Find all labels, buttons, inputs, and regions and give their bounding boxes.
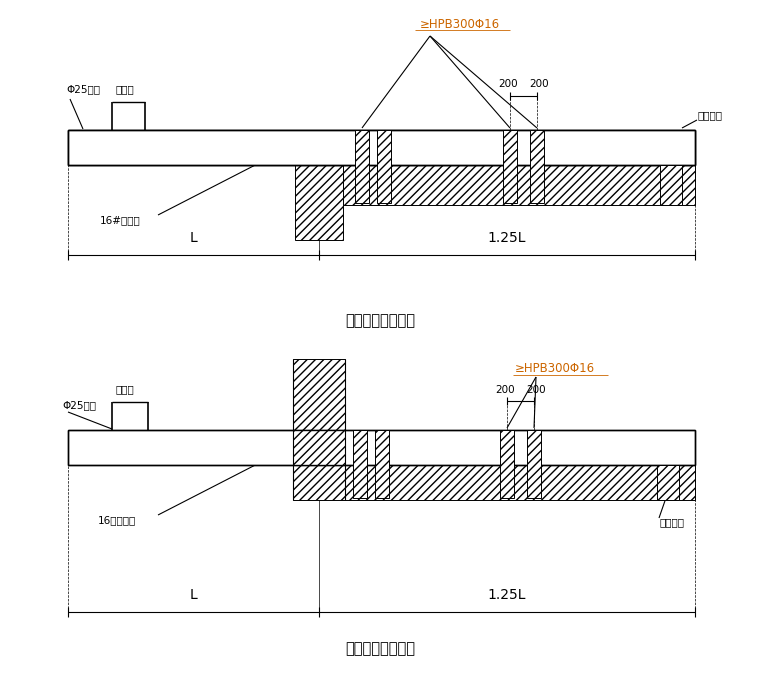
Text: 同架宽: 同架宽 [115,384,134,394]
Bar [355,130,369,203]
Text: 16#工字钢: 16#工字钢 [100,215,141,225]
Text: Φ25钢筋: Φ25钢筋 [66,84,100,94]
Text: 1.25L: 1.25L [488,588,526,602]
Bar [293,359,345,500]
Bar [527,430,541,498]
Bar [345,465,695,500]
Text: 200: 200 [496,385,515,395]
Bar [295,165,343,240]
Text: 200: 200 [499,79,518,89]
Text: 200: 200 [529,79,549,89]
Text: 木楔塞紧: 木楔塞紧 [698,110,723,120]
Bar [375,430,389,498]
Bar [68,130,695,165]
Bar [530,130,544,203]
Bar [660,165,682,205]
Text: 同架宽: 同架宽 [115,84,134,94]
Bar [500,430,514,498]
Text: L: L [190,231,198,245]
Bar [68,130,695,165]
Text: 悬挑钢梁楼面构造: 悬挑钢梁楼面构造 [345,314,415,329]
Bar [68,430,695,465]
Bar [377,130,391,203]
Text: 1.25L: 1.25L [488,231,526,245]
Bar [657,465,679,500]
Text: ≥HPB300Φ16: ≥HPB300Φ16 [515,363,595,375]
Bar [295,130,343,165]
Bar [293,430,345,465]
Text: 16号工字钢: 16号工字钢 [98,515,136,525]
Bar [343,165,695,205]
Text: Φ25钢筋: Φ25钢筋 [62,400,96,410]
Text: 悬挑钢梁穿墙构造: 悬挑钢梁穿墙构造 [345,642,415,657]
Bar [503,130,517,203]
Text: ≥HPB300Φ16: ≥HPB300Φ16 [420,18,500,31]
Bar [353,430,367,498]
Text: L: L [190,588,198,602]
Text: 木楔塞紧: 木楔塞紧 [660,517,685,527]
Text: 200: 200 [526,385,546,395]
